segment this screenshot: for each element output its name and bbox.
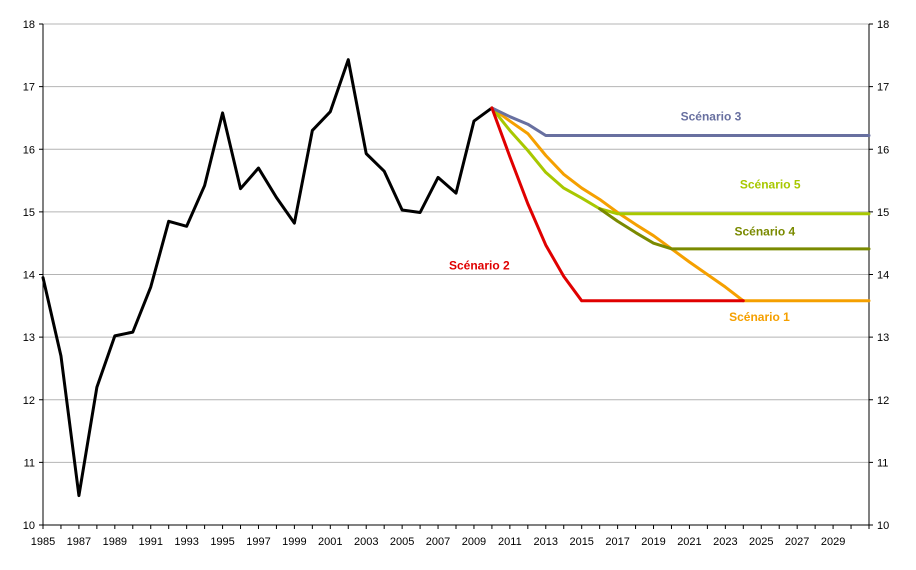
x-axis: 1985 1987 1989 1991 1993 1995 1997 1999 2001 2003… (31, 525, 870, 548)
series-label-scenario-5: Scénario 5 (740, 178, 801, 192)
x-tick-label: 2001 (318, 536, 342, 548)
x-tick-label: 2021 (677, 536, 701, 548)
y-tick-label-right: 11 (877, 457, 888, 469)
y-tick-label-left: 15 (23, 207, 35, 219)
y-tick-label-right: 13 (877, 332, 889, 344)
y-tick-label-right: 15 (877, 207, 889, 219)
x-tick-label: 2003 (354, 536, 378, 548)
y-tick-label-left: 16 (23, 144, 35, 156)
y-tick-label-left: 10 (23, 520, 35, 532)
y-tick-label-left: 12 (23, 395, 35, 407)
series-line-scenario-3 (490, 106, 871, 137)
x-tick-label: 1989 (103, 536, 127, 548)
x-tick-label: 2017 (605, 536, 629, 548)
x-tick-label: 1997 (246, 536, 270, 548)
x-tick-label: 1993 (174, 536, 198, 548)
x-tick-label: 2009 (462, 536, 486, 548)
x-tick-label: 2025 (749, 536, 773, 548)
series-lines (41, 58, 871, 498)
y-tick-label-left: 17 (23, 82, 35, 94)
x-tick-label: 1999 (282, 536, 306, 548)
x-tick-label: 2023 (713, 536, 737, 548)
y-tick-label-right: 16 (877, 144, 889, 156)
series-label-scenario-1: Scénario 1 (729, 310, 790, 324)
x-tick-label: 2015 (569, 536, 593, 548)
gridlines (43, 23, 869, 463)
series-line-scenario-4 (598, 207, 871, 251)
x-tick-label: 1995 (210, 536, 234, 548)
y-tick-label-right: 17 (877, 82, 889, 94)
series-label-scenario-3: Scénario 3 (681, 109, 742, 123)
y-tick-label-left: 14 (23, 270, 35, 282)
y-axis-left: 10 11 12 13 14 15 16 17 18 (23, 19, 43, 532)
x-tick-label: 2007 (426, 536, 450, 548)
x-tick-label: 2019 (641, 536, 665, 548)
x-tick-label: 2005 (390, 536, 414, 548)
y-tick-label-left: 18 (23, 19, 35, 31)
x-tick-label: 2011 (498, 536, 522, 548)
y-tick-label-right: 12 (877, 395, 889, 407)
y-tick-label-right: 14 (877, 270, 889, 282)
x-tick-label: 1991 (138, 536, 162, 548)
y-tick-label-left: 13 (23, 332, 35, 344)
y-tick-label-left: 11 (24, 457, 35, 469)
x-tick-label: 2013 (534, 536, 558, 548)
x-tick-label: 2029 (821, 536, 845, 548)
series-line-scenario-2 (490, 106, 745, 303)
x-tick-label: 1985 (31, 536, 55, 548)
x-tick-label: 1987 (67, 536, 91, 548)
series-label-scenario-2: Scénario 2 (449, 258, 510, 272)
y-tick-label-right: 10 (877, 520, 889, 532)
series-label-scenario-4: Scénario 4 (735, 225, 796, 239)
series-labels: Scénario 3 Scénario 5 Scénario 4 Scénario 2… (449, 109, 801, 323)
y-tick-label-right: 18 (877, 19, 889, 31)
y-axis-right: 10 11 12 13 14 15 16 17 18 (869, 19, 889, 532)
series-line-historical (41, 58, 494, 498)
series-line-scenario-5 (490, 106, 871, 216)
x-tick-label: 2027 (785, 536, 809, 548)
series-line-scenario-1 (490, 106, 871, 303)
